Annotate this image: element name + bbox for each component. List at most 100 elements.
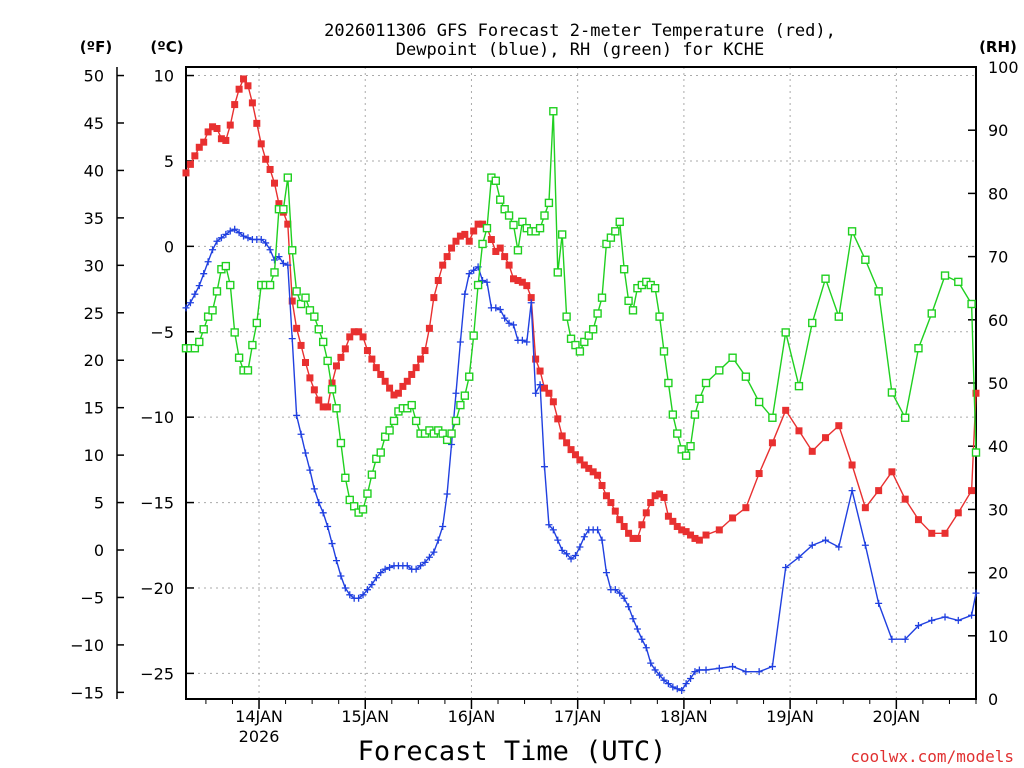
temperature-point xyxy=(616,516,624,524)
temperature-point xyxy=(479,220,487,228)
temperature-point xyxy=(848,461,856,469)
dewpoint-point xyxy=(182,304,190,312)
temperature-point xyxy=(660,493,668,501)
dewpoint-point xyxy=(602,569,610,577)
dewpoint-point xyxy=(209,246,217,254)
temperature-point xyxy=(518,278,526,286)
dewpoint-point xyxy=(563,550,571,558)
celsius-tick-label: −10 xyxy=(140,408,174,427)
dewpoint-point xyxy=(337,572,345,580)
temperature-point xyxy=(651,492,659,500)
temperature-point xyxy=(968,487,976,495)
temperature-point xyxy=(346,333,354,341)
temperature-point xyxy=(808,447,816,455)
dewpoint-point xyxy=(782,563,790,571)
temperature-point xyxy=(536,367,544,375)
rh-unit-label: (RH) xyxy=(979,38,1017,56)
temperature-point xyxy=(408,370,416,378)
rh-point xyxy=(442,435,452,445)
rh-point xyxy=(252,318,262,328)
fahrenheit-tick-label: 25 xyxy=(84,304,104,323)
dewpoint-point xyxy=(928,616,936,624)
dewpoint-point xyxy=(598,536,606,544)
dewpoint-point xyxy=(549,526,557,534)
rh-point xyxy=(571,340,580,350)
temperature-point xyxy=(456,232,464,240)
dewpoint-point xyxy=(695,666,703,674)
temperature-point xyxy=(293,324,301,332)
temperature-point xyxy=(545,389,553,397)
temperature-point xyxy=(474,220,482,228)
temperature-point xyxy=(695,536,703,544)
x-tick-label: 20JAN xyxy=(872,707,920,726)
temperature-point xyxy=(822,434,830,442)
rh-point xyxy=(504,211,514,220)
temperature-point xyxy=(226,121,234,129)
rh-point xyxy=(380,432,390,441)
plot-frame xyxy=(185,66,977,700)
rh-point xyxy=(345,495,354,505)
temperature-point xyxy=(253,119,261,127)
x-tick-label: 14JAN xyxy=(235,707,283,726)
dewpoint-point xyxy=(461,290,469,298)
temperature-point xyxy=(315,396,323,404)
temperature-point xyxy=(527,294,535,302)
rh-point xyxy=(821,274,830,283)
dewpoint-point xyxy=(200,270,208,278)
dewpoint-point xyxy=(691,668,699,676)
temperature-point xyxy=(324,403,332,411)
dewpoint-point xyxy=(501,314,509,322)
rh-point xyxy=(557,230,567,239)
rh-point xyxy=(940,271,950,280)
dewpoint-point xyxy=(687,675,695,683)
temperature-point xyxy=(914,516,922,524)
temperature-point xyxy=(470,227,478,235)
rh-point xyxy=(728,353,737,362)
temperature-point xyxy=(363,347,371,355)
temperature-point xyxy=(928,529,936,537)
rh-point xyxy=(305,306,315,315)
dewpoint-point xyxy=(678,686,686,694)
fahrenheit-tick-label: −5 xyxy=(80,588,104,607)
dewpoint-point xyxy=(306,466,314,474)
rh-point xyxy=(389,416,399,426)
rh-point xyxy=(794,381,804,391)
temperature-point xyxy=(580,461,588,469)
rh-point xyxy=(234,353,244,362)
dewpoint-point xyxy=(822,536,830,544)
temperature-point xyxy=(204,128,212,136)
rh-point xyxy=(619,265,629,274)
dewpoint-point xyxy=(465,270,473,278)
temperature-point xyxy=(678,526,686,534)
temperature-point xyxy=(673,522,681,530)
temperature-point xyxy=(209,123,217,131)
temperature-point xyxy=(901,495,909,503)
fahrenheit-tick-label: 0 xyxy=(94,541,104,560)
x-axis-title: Forecast Time (UTC) xyxy=(358,736,667,767)
rh-point xyxy=(279,204,288,214)
dewpoint-point xyxy=(664,680,672,688)
watermark: coolwx.com/models xyxy=(850,747,1014,766)
dewpoint-point xyxy=(186,299,194,307)
temperature-point xyxy=(888,468,896,476)
temperature-point xyxy=(434,277,442,285)
dewpoint-point xyxy=(222,230,230,238)
dewpoint-point xyxy=(656,671,664,679)
temperature-point xyxy=(620,522,628,530)
dewpoint-point xyxy=(483,278,491,286)
temperature-point xyxy=(585,464,593,472)
dewpoint-point xyxy=(417,562,425,570)
temperature-point xyxy=(656,490,664,498)
dewpoint-point xyxy=(430,548,438,556)
rh-point xyxy=(469,331,478,340)
rh-point xyxy=(292,287,301,296)
temperature-point xyxy=(549,398,557,406)
temperature-point xyxy=(554,415,562,423)
temperature-point xyxy=(715,526,723,534)
fahrenheit-tick-label: 5 xyxy=(94,494,104,513)
temperature-point xyxy=(359,333,367,341)
temperature-point xyxy=(496,244,504,252)
temperature-point xyxy=(231,101,239,109)
